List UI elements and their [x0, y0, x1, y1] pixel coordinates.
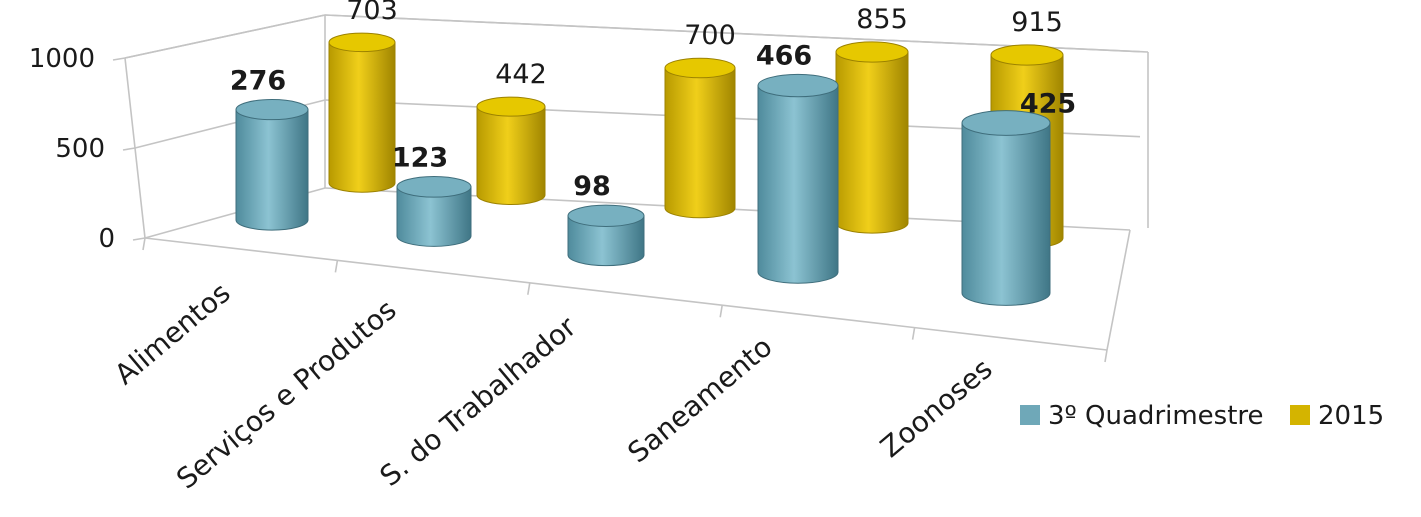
y-tick-mark — [112, 57, 126, 61]
data-label-3-quadrimestre-zoonoses: 425 — [1020, 89, 1076, 120]
data-label-2015-saneamento: 855 — [856, 4, 908, 35]
y-tick-label: 500 — [55, 134, 105, 164]
bar-3-quadrimestre-alimentos-body — [235, 109, 309, 231]
bar-3-quadrimestre-alimentos-top — [235, 99, 309, 121]
bar-3-quadrimestre-servicos-e-produtos-body — [396, 186, 472, 247]
bar-3-quadrimestre-saneamento — [757, 73, 839, 284]
data-label-3-quadrimestre-servicos-e-produtos: 123 — [392, 142, 448, 173]
bar-2015-saneamento — [835, 41, 909, 234]
bar-3-quadrimestre-zoonoses — [961, 110, 1051, 306]
data-label-2015-s-do-trabalhador: 700 — [684, 20, 736, 51]
x-tick-mark — [334, 260, 339, 273]
bar-2015-saneamento-top — [835, 41, 909, 63]
bar-3-quadrimestre-zoonoses-body — [961, 122, 1051, 306]
bar-3-quadrimestre-s-do-trabalhador-top — [567, 204, 645, 227]
x-tick-mark — [142, 237, 146, 251]
y-tick-mark — [122, 147, 136, 151]
data-labels-3-quadrimestre: 276 123 98 466 425 — [230, 40, 1076, 202]
legend-label-2015: 2015 — [1318, 401, 1384, 431]
bar-2015-alimentos-body — [328, 41, 396, 193]
x-tick-mark — [527, 282, 531, 295]
bar-3-quadrimestre-alimentos — [235, 99, 309, 231]
data-label-2015-zoonoses: 915 — [1011, 7, 1063, 38]
bar-2015-s-do-trabalhador-top — [664, 57, 736, 79]
legend-swatch-2015 — [1290, 405, 1310, 425]
series-3-quadrimestre — [235, 73, 1051, 306]
x-tick-mark — [1104, 349, 1108, 363]
data-label-3-quadrimestre-saneamento: 466 — [756, 40, 812, 71]
x-axis — [142, 237, 1108, 363]
x-tick-mark — [719, 305, 723, 318]
bar-3-quadrimestre-saneamento-body — [757, 85, 839, 284]
category-label-s-do-trabalhador: S. do Trabalhador — [374, 310, 583, 493]
bar-2015-saneamento-body — [835, 51, 909, 234]
bar-2015-s-do-trabalhador-body — [664, 67, 736, 219]
bar-2015-alimentos — [328, 32, 396, 193]
legend-swatch-3-quadrimestre — [1020, 405, 1040, 425]
bar-2015-s-do-trabalhador — [664, 57, 736, 219]
bar-2015-servicos-e-produtos — [476, 96, 546, 206]
bar-2015-servicos-e-produtos-top — [476, 96, 546, 117]
y-tick-mark — [132, 237, 146, 241]
bar-2015-servicos-e-produtos-body — [476, 106, 546, 206]
bar-2015-alimentos-top — [328, 32, 396, 53]
legend-label-3-quadrimestre: 3º Quadrimestre — [1048, 401, 1264, 431]
data-label-3-quadrimestre-alimentos: 276 — [230, 66, 286, 97]
x-tick-mark — [911, 327, 916, 340]
category-label-zoonoses: Zoonoses — [874, 352, 998, 464]
floor-right-edge — [1106, 229, 1131, 351]
legend: 3º Quadrimestre 2015 — [1020, 401, 1384, 431]
data-label-3-quadrimestre-s-do-trabalhador: 98 — [573, 171, 611, 202]
category-label-saneamento: Saneamento — [621, 330, 778, 469]
bar-3-quadrimestre-servicos-e-produtos-top — [396, 175, 472, 198]
data-label-2015-alimentos: 703 — [346, 0, 398, 26]
y-tick-label: 1000 — [29, 44, 95, 74]
bar-3-quadrimestre-zoonoses-top — [961, 110, 1051, 136]
y-tick-label: 0 — [98, 224, 115, 254]
floor-front-edge — [144, 237, 1108, 351]
bar-2015-zoonoses-top — [990, 44, 1064, 66]
bar-3-quadrimestre-saneamento-top — [757, 73, 839, 98]
data-label-2015-servicos-e-produtos: 442 — [495, 59, 547, 90]
gridline-side-1000 — [124, 14, 326, 59]
bar-3-quadrimestre-s-do-trabalhador — [567, 204, 645, 267]
y-axis-ticks: 0 500 1000 — [29, 44, 146, 254]
bar-3-quadrimestre-s-do-trabalhador-body — [567, 215, 645, 267]
gridline-back-1000 — [324, 14, 1141, 53]
category-label-alimentos: Alimentos — [108, 276, 236, 391]
data-labels-2015: 703 442 700 855 915 — [346, 0, 1063, 90]
bar-3-quadrimestre-servicos-e-produtos — [396, 175, 472, 247]
